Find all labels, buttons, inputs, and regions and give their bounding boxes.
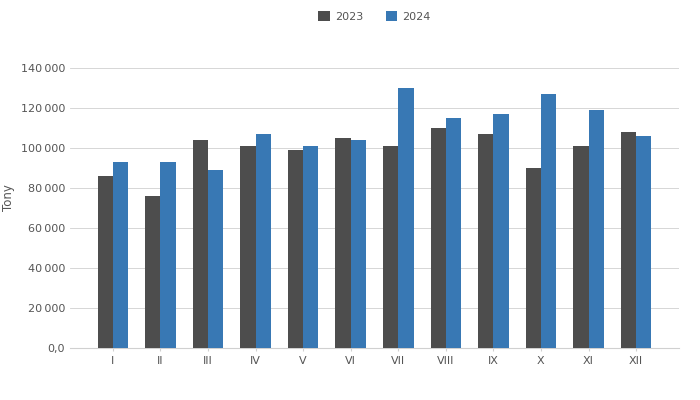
Bar xyxy=(541,94,556,348)
Bar xyxy=(383,146,398,348)
Bar xyxy=(621,132,636,348)
Bar xyxy=(589,110,604,348)
Bar xyxy=(335,138,351,348)
Bar xyxy=(430,128,446,348)
Bar xyxy=(288,150,303,348)
Bar xyxy=(573,146,589,348)
Bar xyxy=(193,140,208,348)
Bar xyxy=(256,134,271,348)
Bar xyxy=(526,168,541,348)
Bar xyxy=(351,140,366,348)
Bar xyxy=(303,146,319,348)
Bar xyxy=(636,136,651,348)
Bar xyxy=(478,134,493,348)
Bar xyxy=(240,146,256,348)
Bar xyxy=(208,170,223,348)
Bar xyxy=(446,118,461,348)
Bar xyxy=(494,114,509,348)
Legend: 2023, 2024: 2023, 2024 xyxy=(314,7,435,26)
Bar xyxy=(145,196,160,348)
Bar xyxy=(160,162,176,348)
Y-axis label: Tony: Tony xyxy=(2,184,15,212)
Bar xyxy=(113,162,128,348)
Bar xyxy=(98,176,113,348)
Bar xyxy=(398,88,414,348)
